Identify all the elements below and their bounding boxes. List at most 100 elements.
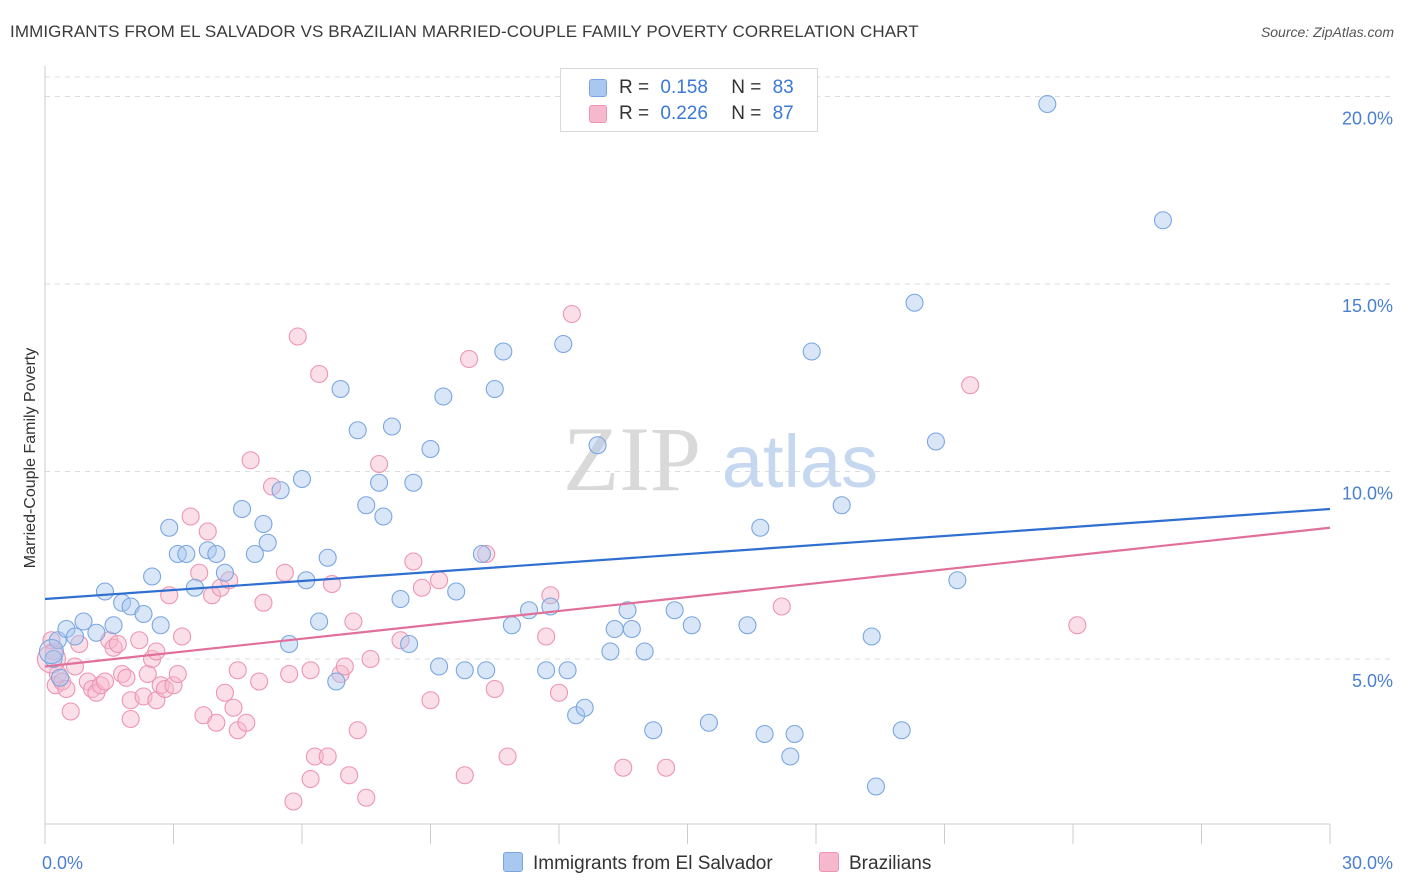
watermark-zip: ZIP	[563, 408, 701, 510]
data-point-el-salvador	[554, 334, 573, 354]
legend-r-label: R =	[619, 77, 650, 98]
data-point-el-salvador	[494, 342, 513, 361]
data-point-brazilians	[173, 627, 192, 646]
y-axis-label: Married-Couple Family Poverty	[22, 348, 39, 569]
data-point-el-salvador	[310, 612, 329, 631]
data-point-brazilians	[224, 698, 243, 717]
data-point-el-salvador	[472, 544, 491, 564]
data-point-el-salvador	[65, 627, 85, 646]
data-point-brazilians	[262, 477, 282, 496]
legend-swatch-blue	[589, 79, 607, 97]
data-point-brazilians	[344, 612, 363, 631]
series-brazilians	[36, 304, 1087, 811]
y-tick-label: 20.0%	[1342, 109, 1393, 129]
data-point-brazilians	[430, 571, 449, 590]
data-point-brazilians	[228, 661, 247, 680]
data-point-el-salvador	[905, 293, 924, 312]
tick-labels: 5.0% 10.0% 15.0% 20.0% 0.0% 30.0%	[42, 109, 1393, 874]
data-point-el-salvador	[391, 589, 410, 609]
data-point-el-salvador	[357, 496, 376, 515]
data-point-brazilians	[391, 631, 410, 650]
legend-r-value: 0.158	[660, 77, 708, 98]
data-point-brazilians	[155, 679, 174, 699]
data-point-brazilians	[215, 683, 234, 702]
data-point-brazilians	[455, 766, 474, 785]
trend-lines	[44, 507, 1331, 668]
data-point-brazilians	[357, 788, 376, 807]
data-point-el-salvador	[605, 619, 624, 639]
data-point-el-salvador	[618, 601, 637, 620]
data-point-brazilians	[181, 507, 200, 526]
data-point-brazilians	[237, 713, 256, 732]
data-point-brazilians	[207, 713, 226, 732]
data-point-el-salvador	[421, 439, 440, 459]
data-point-el-salvador	[348, 421, 367, 440]
data-point-brazilians	[44, 642, 63, 661]
bottom-legend-label: Brazilians	[849, 853, 932, 874]
data-point-el-salvador	[382, 417, 402, 436]
data-point-el-salvador	[635, 642, 654, 661]
data-point-el-salvador	[485, 379, 504, 399]
data-point-brazilians	[477, 544, 496, 564]
data-point-brazilians	[310, 364, 329, 384]
data-point-el-salvador	[143, 567, 162, 586]
data-point-brazilians	[961, 376, 980, 395]
chart-title: IMMIGRANTS FROM EL SALVADOR VS BRAZILIAN…	[10, 22, 919, 41]
legend-r-label: R =	[619, 103, 650, 124]
data-point-brazilians	[288, 327, 307, 346]
data-point-el-salvador	[682, 616, 701, 635]
data-point-brazilians	[772, 597, 791, 616]
data-point-el-salvador	[588, 436, 607, 455]
data-point-el-salvador	[177, 544, 196, 564]
data-point-brazilians	[412, 578, 431, 597]
data-point-brazilians	[164, 676, 183, 695]
data-point-el-salvador	[271, 481, 290, 500]
data-point-brazilians	[65, 657, 85, 676]
data-point-el-salvador	[948, 571, 967, 590]
data-point-el-salvador	[447, 582, 466, 601]
data-point-el-salvador	[215, 563, 234, 582]
data-point-el-salvador	[755, 724, 774, 744]
data-point-brazilians	[250, 672, 269, 691]
data-point-el-salvador	[455, 661, 474, 680]
data-point-brazilians	[117, 668, 136, 687]
data-point-el-salvador	[198, 541, 217, 560]
data-point-brazilians	[301, 661, 320, 680]
data-point-brazilians	[421, 691, 440, 710]
data-point-brazilians	[284, 792, 303, 811]
bottom-legend-label: Immigrants from El Salvador	[533, 853, 773, 874]
data-point-brazilians	[57, 679, 76, 699]
data-point-el-salvador	[622, 619, 641, 639]
data-point-el-salvador	[892, 721, 911, 740]
data-point-el-salvador	[74, 612, 93, 631]
data-point-el-salvador	[575, 698, 594, 717]
trend-line-el-salvador	[44, 507, 1331, 601]
data-point-brazilians	[562, 304, 581, 324]
data-point-brazilians	[549, 683, 569, 702]
data-point-el-salvador	[331, 379, 350, 399]
data-point-el-salvador	[785, 724, 804, 744]
data-point-el-salvador	[802, 342, 821, 361]
data-point-brazilians	[459, 349, 479, 369]
data-point-el-salvador	[558, 661, 577, 680]
data-point-el-salvador	[751, 518, 770, 537]
data-point-el-salvador	[134, 604, 153, 624]
y-tick-label: 15.0%	[1342, 296, 1393, 316]
data-point-brazilians	[614, 758, 633, 777]
y-tick-label: 10.0%	[1342, 484, 1393, 504]
series-el-salvador	[38, 94, 1172, 796]
data-point-el-salvador	[151, 616, 170, 635]
axes	[44, 66, 1331, 844]
data-point-el-salvador	[537, 661, 556, 680]
data-point-el-salvador	[232, 499, 252, 519]
data-point-el-salvador	[1153, 211, 1172, 230]
correlation-legend: R = 0.158 N = 83 R = 0.226 N = 87	[560, 68, 818, 132]
data-point-brazilians	[280, 664, 299, 684]
data-point-brazilians	[241, 451, 260, 470]
data-point-brazilians	[404, 552, 423, 571]
data-point-el-salvador	[245, 544, 264, 564]
data-point-el-salvador	[318, 548, 337, 567]
data-point-brazilians	[348, 721, 367, 740]
data-point-brazilians	[485, 679, 504, 699]
